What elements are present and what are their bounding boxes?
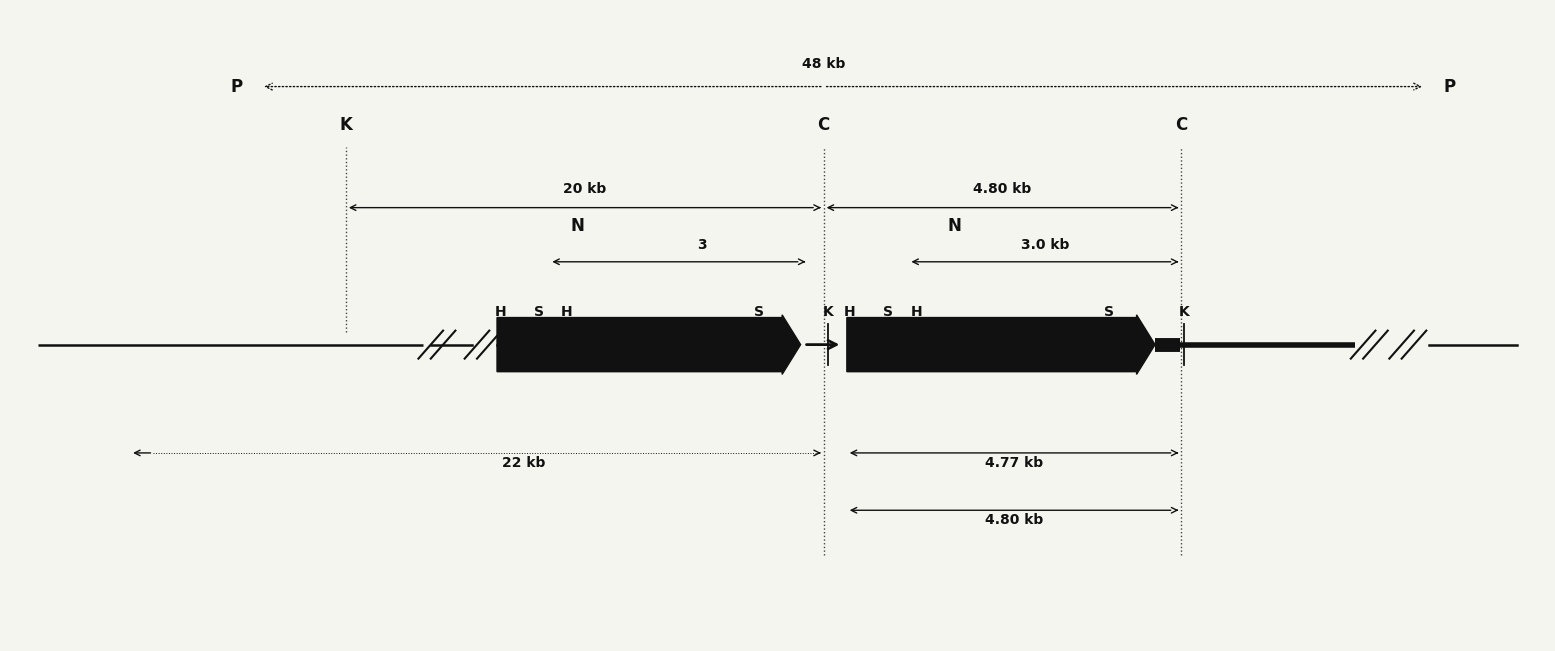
Text: 3: 3 — [697, 238, 708, 252]
Text: 22 kb: 22 kb — [502, 456, 544, 470]
Text: N: N — [949, 217, 961, 235]
Text: 3.0 kb: 3.0 kb — [1020, 238, 1070, 252]
Text: P: P — [1443, 77, 1455, 96]
FancyArrow shape — [498, 315, 801, 374]
Text: N: N — [571, 217, 585, 235]
Text: 4.80 kb: 4.80 kb — [973, 182, 1031, 196]
Text: H: H — [844, 305, 855, 319]
Text: S: S — [1104, 305, 1113, 319]
Text: S: S — [883, 305, 894, 319]
Text: K: K — [339, 117, 353, 134]
Text: H: H — [494, 305, 505, 319]
Text: 4.80 kb: 4.80 kb — [984, 514, 1043, 527]
Text: C: C — [818, 117, 830, 134]
Text: K: K — [1179, 305, 1190, 319]
Text: H: H — [560, 305, 572, 319]
Text: S: S — [754, 305, 764, 319]
FancyArrow shape — [847, 315, 1155, 374]
Text: H: H — [910, 305, 922, 319]
Text: 48 kb: 48 kb — [802, 57, 846, 71]
Text: 20 kb: 20 kb — [563, 182, 606, 196]
Text: K: K — [823, 305, 833, 319]
Text: S: S — [533, 305, 544, 319]
Text: C: C — [1176, 117, 1188, 134]
Text: P: P — [230, 77, 243, 96]
Text: 4.77 kb: 4.77 kb — [984, 456, 1043, 470]
